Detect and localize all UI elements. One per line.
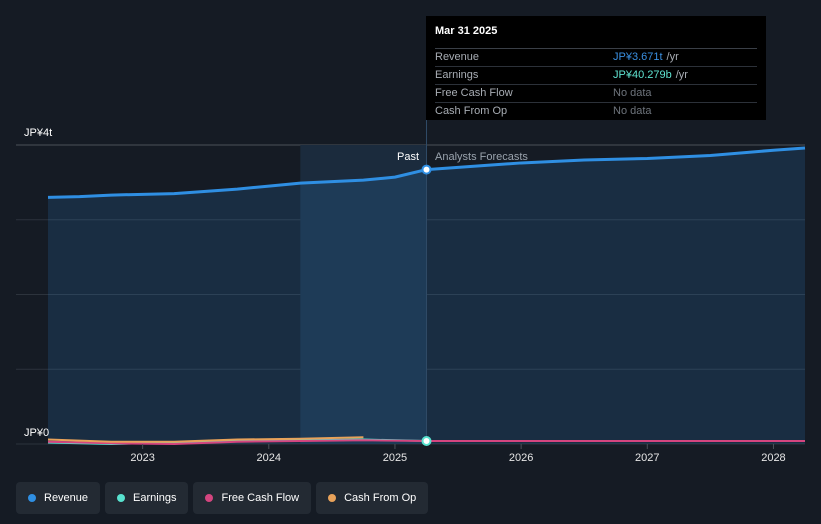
past-shade-band (300, 145, 427, 444)
x-tick-label: 2023 (130, 452, 154, 464)
legend-dot-icon (28, 494, 36, 502)
hover-tooltip: Mar 31 2025 Revenue JP¥3.671t /yr Earnin… (426, 16, 766, 120)
x-axis-ticks: 2023 2024 2025 2026 2027 2028 (130, 444, 786, 464)
tooltip-unit: /yr (666, 51, 679, 63)
revenue-marker (421, 164, 432, 175)
legend-label: Earnings (133, 492, 177, 504)
tooltip-row-earnings: Earnings JP¥40.279b /yr (435, 67, 757, 85)
legend-item-revenue[interactable]: Revenue (16, 482, 101, 514)
tooltip-label: Earnings (435, 69, 479, 81)
tooltip-value: JP¥40.279b (613, 69, 672, 81)
legend-item-cash-from-op[interactable]: Cash From Op (316, 482, 429, 514)
series-line-revenue (47, 146, 806, 199)
legend-dot-icon (117, 494, 126, 502)
forecast-label: Analysts Forecasts (435, 151, 528, 163)
legend-item-earnings[interactable]: Earnings (105, 482, 189, 514)
tooltip-label: Free Cash Flow (435, 87, 513, 99)
legend-dot-icon (205, 494, 214, 502)
series-line-cash-from-op (47, 436, 364, 443)
y-axis-bottom-label: JP¥0 (24, 427, 49, 439)
tooltip-row-cash-from-op: Cash From Op No data (435, 103, 757, 120)
tooltip-date: Mar 31 2025 (435, 24, 757, 49)
tooltip-label: Cash From Op (435, 105, 508, 117)
legend-label: Free Cash Flow (221, 492, 300, 504)
legend-item-free-cash-flow[interactable]: Free Cash Flow (193, 482, 312, 514)
x-tick-label: 2026 (509, 452, 533, 464)
legend-dot-icon (328, 494, 337, 502)
tooltip-value: No data (613, 105, 652, 117)
series-line-free-cash-flow (47, 439, 805, 445)
chart-bands (300, 145, 427, 444)
past-label: Past (397, 151, 419, 163)
x-tick-label: 2028 (761, 452, 785, 464)
legend-label: Cash From Op (344, 492, 417, 504)
x-tick-label: 2027 (635, 452, 659, 464)
tooltip-row-revenue: Revenue JP¥3.671t /yr (435, 49, 757, 67)
tooltip-label: Revenue (435, 51, 480, 63)
legend-label: Revenue (44, 492, 89, 504)
earnings-marker (421, 435, 432, 446)
tooltip-row-free-cash-flow: Free Cash Flow No data (435, 85, 757, 103)
x-tick-label: 2024 (257, 452, 281, 464)
chart-legend: Revenue Earnings Free Cash Flow Cash Fro… (16, 482, 429, 514)
chart-series (47, 120, 806, 446)
tooltip-value: JP¥3.671t (613, 51, 663, 63)
tooltip-value: No data (613, 87, 652, 99)
revenue-earnings-chart: 2023 2024 2025 2026 2027 2028 JP¥4t JP¥0 Past… (16, 120, 806, 464)
x-tick-label: 2025 (383, 452, 407, 464)
y-axis-top-label: JP¥4t (24, 127, 52, 139)
tooltip-unit: /yr (675, 69, 688, 81)
